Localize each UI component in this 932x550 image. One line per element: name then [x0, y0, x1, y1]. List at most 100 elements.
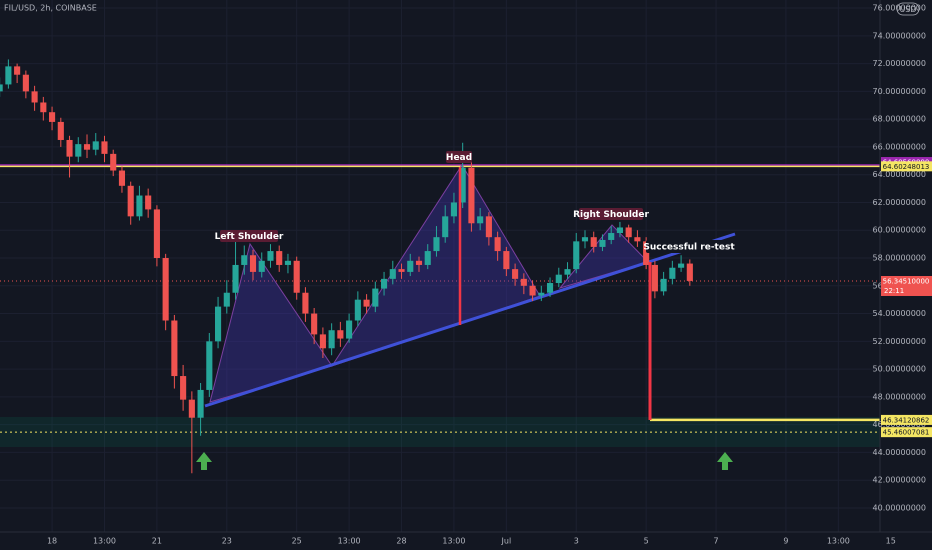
- candle-body: [485, 216, 492, 238]
- label-box: [579, 208, 643, 220]
- y-tick-label: 60.00000000: [873, 226, 926, 235]
- price-tag-label: 56.34510000: [883, 277, 930, 285]
- x-tick-label: 9: [783, 537, 788, 546]
- price-tag: [881, 275, 932, 296]
- candle-body: [424, 251, 431, 265]
- candle-body: [669, 267, 676, 279]
- candle-body: [459, 167, 466, 203]
- price-tag: [881, 161, 932, 172]
- candle-body: [590, 237, 597, 247]
- candle-body: [101, 141, 108, 154]
- x-tick-label: 13:00: [338, 537, 361, 546]
- candle-body: [302, 292, 309, 314]
- candle-body: [215, 306, 222, 342]
- y-tick-label: 66.00000000: [873, 142, 926, 151]
- y-tick-label: 52.00000000: [873, 337, 926, 346]
- y-tick-label: 68.00000000: [873, 115, 926, 124]
- candle-body: [276, 251, 283, 265]
- up-arrow: [196, 452, 212, 470]
- candle-body: [442, 216, 449, 238]
- x-tick-label: 18: [47, 537, 57, 546]
- currency: USD: [899, 5, 916, 14]
- y-tick-label: 74.00000000: [873, 31, 926, 40]
- candle-body: [171, 320, 178, 377]
- time-axis: [0, 532, 932, 550]
- annotation: Right Shoulder: [573, 210, 649, 220]
- candle-body: [407, 260, 414, 272]
- candle-body: [258, 260, 265, 272]
- candle-body: [389, 269, 396, 279]
- candle-body: [372, 288, 379, 307]
- candle-body: [180, 376, 187, 400]
- candle-body: [634, 237, 641, 242]
- candle-body: [49, 112, 56, 122]
- candle-body: [686, 263, 693, 281]
- candle-body: [118, 170, 126, 186]
- annotation: Successful re-test: [643, 243, 735, 253]
- candle-body: [127, 185, 134, 217]
- label-box: [220, 230, 278, 242]
- candle-body: [293, 260, 300, 293]
- y-tick-label: 48.00000000: [873, 392, 926, 401]
- candle-body: [66, 139, 73, 157]
- candle-body: [5, 66, 12, 85]
- candle-body: [450, 202, 458, 217]
- candle-body: [92, 141, 99, 150]
- candle-body: [433, 237, 440, 252]
- candle-body: [188, 399, 195, 418]
- chart-title: FIL/USD, 2h, COINBASE: [4, 4, 97, 13]
- currency-badge: [896, 2, 920, 16]
- x-tick-label: 21: [152, 537, 162, 546]
- y-tick-label: 44.00000000: [873, 448, 926, 457]
- candle-body: [380, 278, 388, 289]
- price-tag-label: 45.46007081: [883, 429, 930, 437]
- candle-body: [363, 299, 370, 307]
- candle-body: [529, 285, 536, 296]
- y-tick-label: 62.00000000: [873, 198, 926, 207]
- candle-body: [398, 269, 405, 272]
- candle-body: [249, 255, 257, 272]
- candle-body: [468, 167, 475, 224]
- candle-body: [223, 292, 230, 307]
- y-tick-label: 76.00000000: [873, 4, 926, 13]
- candle-body: [520, 278, 527, 286]
- axes: 40.0000000042.0000000044.0000000046.0000…: [47, 4, 932, 546]
- candle-body: [14, 66, 21, 75]
- candle-body: [0, 84, 3, 92]
- candle-body: [110, 153, 117, 171]
- candle-body: [337, 330, 344, 339]
- candle-body: [31, 91, 38, 103]
- candle-body: [319, 334, 326, 349]
- candle-body: [241, 255, 248, 265]
- y-tick-label: 54.00000000: [873, 309, 926, 318]
- candle-body: [22, 74, 29, 92]
- candle-body: [328, 330, 335, 349]
- label-box: [446, 151, 472, 163]
- candle-body: [311, 313, 318, 335]
- x-tick-label: Jul: [501, 537, 512, 546]
- candle-body: [40, 102, 47, 113]
- candle-body: [546, 283, 554, 293]
- x-tick-label: 13:00: [93, 537, 116, 546]
- candle-body: [503, 251, 510, 270]
- y-tick-label: 50.00000000: [873, 365, 926, 374]
- candle-body: [599, 239, 606, 247]
- x-tick-label: 7: [713, 537, 718, 546]
- y-tick-label: 40.00000000: [873, 503, 926, 512]
- candle-body: [206, 341, 213, 390]
- candle-body: [57, 121, 64, 140]
- candle-body: [477, 216, 484, 224]
- x-tick-label: 3: [574, 537, 579, 546]
- y-tick-label: 42.00000000: [873, 476, 926, 485]
- candle-body: [145, 195, 152, 210]
- y-tick-label: 58.00000000: [873, 254, 926, 263]
- candle-body: [660, 278, 667, 292]
- candle-body: [608, 233, 615, 240]
- price-tag-label: 64.60248013: [883, 163, 930, 171]
- x-tick-label: 25: [292, 537, 302, 546]
- candle-body: [83, 144, 91, 150]
- x-tick-label: 28: [396, 537, 406, 546]
- price-tag: [881, 414, 932, 425]
- levels: [0, 164, 880, 433]
